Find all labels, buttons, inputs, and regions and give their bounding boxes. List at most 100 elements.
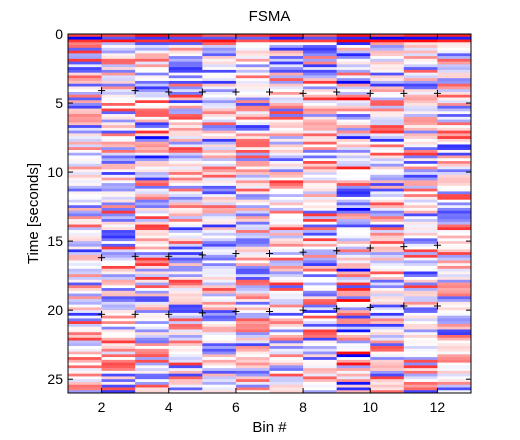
heatmap-cell xyxy=(235,343,270,347)
heatmap-cell xyxy=(101,307,136,311)
heatmap-cell xyxy=(403,163,438,167)
heatmap-cell xyxy=(235,86,270,90)
heatmap-cell xyxy=(370,390,405,394)
heatmap-cell xyxy=(202,221,237,225)
heatmap-cell xyxy=(336,47,371,51)
heatmap-cell xyxy=(269,75,304,79)
heatmap-cell xyxy=(437,246,472,250)
heatmap-cell xyxy=(68,351,102,355)
heatmap-cell xyxy=(269,149,304,154)
heatmap-cell xyxy=(135,72,170,76)
heatmap-cell xyxy=(68,282,102,286)
heatmap-cell xyxy=(202,114,237,118)
heatmap-cell xyxy=(101,232,136,236)
heatmap-cell xyxy=(269,254,304,259)
heatmap-cell xyxy=(202,312,237,317)
heatmap-cell xyxy=(303,56,338,60)
heatmap-cell xyxy=(437,185,472,190)
heatmap-cell xyxy=(303,174,338,178)
heatmap-cell xyxy=(135,265,170,270)
heatmap-cell xyxy=(370,232,405,236)
heatmap-cell xyxy=(202,348,237,352)
heatmap-cell xyxy=(303,53,338,57)
heatmap-cell xyxy=(202,125,237,129)
heatmap-cell xyxy=(135,127,170,132)
heatmap-cell xyxy=(336,335,371,339)
heatmap-cell xyxy=(235,125,270,129)
heatmap-cell xyxy=(370,260,405,264)
heatmap-cell xyxy=(336,265,371,270)
heatmap-cell xyxy=(202,379,237,383)
heatmap-cell xyxy=(269,50,304,54)
heatmap-cell xyxy=(370,149,405,154)
heatmap-cell xyxy=(269,58,304,63)
heatmap-cell xyxy=(235,277,270,281)
heatmap-cell xyxy=(202,299,237,303)
heatmap-cell xyxy=(437,296,472,300)
heatmap-cell xyxy=(269,368,304,372)
heatmap-cell xyxy=(101,219,136,223)
heatmap-cell xyxy=(336,268,371,272)
heatmap-cell xyxy=(168,282,203,286)
heatmap-cell xyxy=(303,337,338,341)
heatmap-cell xyxy=(202,254,237,259)
heatmap-cell xyxy=(303,381,338,386)
heatmap-cell xyxy=(135,36,170,40)
heatmap-cell xyxy=(68,127,102,132)
heatmap-cell xyxy=(269,243,304,248)
heatmap-cell xyxy=(101,329,136,333)
heatmap-cell xyxy=(336,136,371,140)
heatmap-cell xyxy=(269,205,304,209)
heatmap-cell xyxy=(403,326,438,330)
heatmap-cell xyxy=(336,91,371,96)
heatmap-cell xyxy=(403,221,438,225)
heatmap-cell xyxy=(168,241,203,245)
heatmap-cell xyxy=(168,210,203,214)
heatmap-cell xyxy=(68,343,102,347)
heatmap-cell xyxy=(235,89,270,93)
heatmap-cell xyxy=(235,332,270,336)
heatmap-cell xyxy=(235,174,270,178)
heatmap-cell xyxy=(403,152,438,156)
heatmap-cell xyxy=(437,138,472,143)
heatmap-cell xyxy=(269,122,304,126)
heatmap-cell xyxy=(403,103,438,107)
heatmap-cell xyxy=(370,310,405,314)
heatmap-cell xyxy=(336,210,371,214)
heatmap-cell xyxy=(336,312,371,317)
heatmap-cell xyxy=(269,34,304,38)
heatmap-cell xyxy=(336,321,371,325)
heatmap-cell xyxy=(370,172,405,176)
heatmap-cell xyxy=(269,67,304,71)
heatmap-cell xyxy=(101,296,136,300)
heatmap-cell xyxy=(269,105,304,109)
x-tick-label: 2 xyxy=(98,399,106,415)
heatmap-cell xyxy=(101,158,136,162)
heatmap-cell xyxy=(202,376,237,380)
heatmap-cell xyxy=(303,227,338,231)
heatmap-cell xyxy=(303,180,338,184)
heatmap-cell xyxy=(202,219,237,223)
heatmap-cell xyxy=(68,67,102,71)
heatmap-cell xyxy=(336,141,371,145)
heatmap-cell xyxy=(135,365,170,369)
heatmap-cell xyxy=(135,263,170,267)
heatmap-cell xyxy=(101,293,136,297)
heatmap-cell xyxy=(168,72,203,76)
heatmap-cell xyxy=(135,183,170,187)
heatmap-cell xyxy=(68,50,102,54)
heatmap-cell xyxy=(135,172,170,176)
heatmap-cell xyxy=(403,335,438,339)
heatmap-cell xyxy=(437,323,472,328)
heatmap-cell xyxy=(135,246,170,250)
heatmap-cell xyxy=(370,268,405,272)
heatmap-cell xyxy=(303,194,338,198)
heatmap-cell xyxy=(101,80,136,85)
heatmap-cell xyxy=(135,202,170,206)
heatmap-cell xyxy=(403,207,438,212)
heatmap-cell xyxy=(235,194,270,198)
heatmap-cell xyxy=(437,155,472,159)
marker-point xyxy=(198,88,206,96)
heatmap-cell xyxy=(135,268,170,272)
heatmap-cell xyxy=(235,147,270,151)
